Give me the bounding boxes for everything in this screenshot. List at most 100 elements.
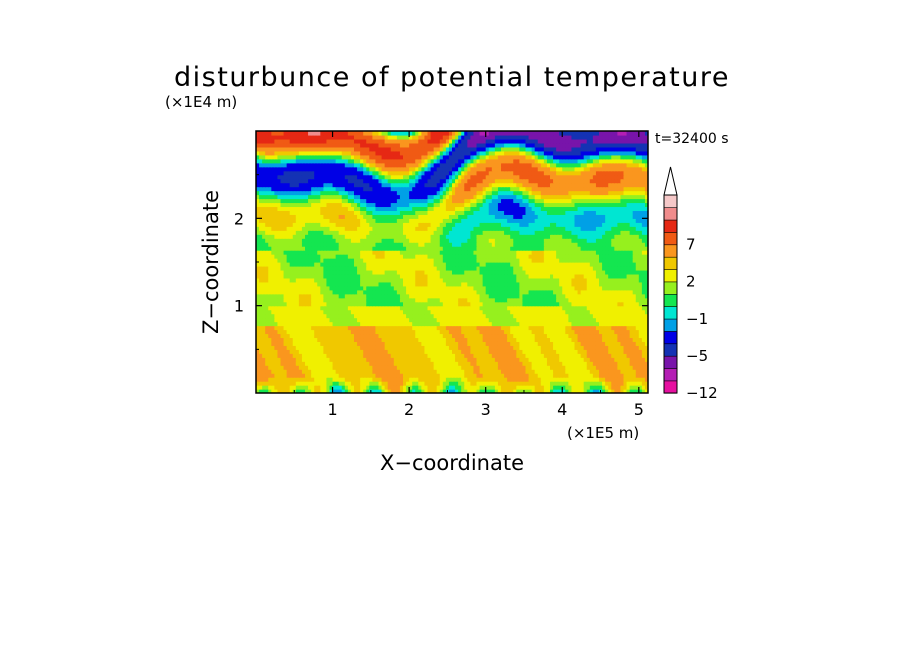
heatmap-cell bbox=[476, 273, 481, 279]
heatmap-cell bbox=[491, 246, 496, 251]
heatmap-cell bbox=[378, 258, 383, 263]
heatmap-cell bbox=[442, 373, 447, 378]
heatmap-cell bbox=[595, 377, 600, 382]
heatmap-cell bbox=[399, 301, 404, 307]
heatmap-cell bbox=[592, 285, 597, 291]
heatmap-cell bbox=[458, 333, 462, 339]
heatmap-cell bbox=[488, 281, 493, 287]
heatmap-cell bbox=[491, 333, 496, 339]
heatmap-cell bbox=[550, 353, 554, 358]
heatmap-cell bbox=[317, 341, 321, 346]
heatmap-cell bbox=[286, 361, 291, 366]
heatmap-cell bbox=[623, 238, 628, 243]
heatmap-cell bbox=[347, 357, 352, 362]
heatmap-cell bbox=[286, 373, 291, 378]
heatmap-cell bbox=[562, 265, 566, 271]
heatmap-cell bbox=[452, 317, 456, 323]
heatmap-cell bbox=[501, 373, 505, 378]
heatmap-cell bbox=[525, 293, 530, 299]
heatmap-cell bbox=[298, 385, 303, 390]
heatmap-cell bbox=[519, 289, 524, 295]
heatmap-cell bbox=[305, 317, 309, 323]
heatmap-cell bbox=[543, 361, 548, 366]
heatmap-cell bbox=[485, 254, 490, 259]
heatmap-cell bbox=[497, 325, 502, 331]
heatmap-cell bbox=[412, 238, 416, 243]
heatmap-cell bbox=[605, 329, 609, 335]
heatmap-cell bbox=[436, 269, 441, 275]
heatmap-cell bbox=[357, 242, 361, 247]
heatmap-cell bbox=[292, 246, 297, 251]
heatmap-cell bbox=[314, 309, 318, 315]
heatmap-cell bbox=[295, 254, 300, 259]
heatmap-cell bbox=[436, 373, 441, 378]
heatmap-cell bbox=[292, 361, 297, 366]
heatmap-cell bbox=[546, 309, 551, 315]
heatmap-cell bbox=[602, 353, 606, 358]
heatmap-cell bbox=[513, 345, 517, 350]
heatmap-cell bbox=[562, 297, 566, 303]
heatmap-cell bbox=[344, 381, 349, 386]
heatmap-cell bbox=[461, 309, 465, 315]
heatmap-cell bbox=[283, 317, 288, 323]
heatmap-cell bbox=[403, 242, 407, 247]
heatmap-cell bbox=[418, 385, 422, 390]
heatmap-cell bbox=[592, 389, 597, 393]
heatmap-cell bbox=[338, 301, 343, 307]
heatmap-cell bbox=[259, 337, 263, 342]
heatmap-cell bbox=[531, 381, 536, 386]
heatmap-cell bbox=[390, 329, 395, 335]
heatmap-cell bbox=[399, 309, 404, 315]
heatmap-cell bbox=[439, 349, 444, 354]
heatmap-cell bbox=[448, 325, 453, 331]
heatmap-cell bbox=[455, 265, 459, 271]
heatmap-cell bbox=[513, 357, 517, 362]
heatmap-cell bbox=[464, 341, 468, 346]
heatmap-cell bbox=[605, 377, 609, 382]
heatmap-cell bbox=[641, 369, 646, 374]
heatmap-cell bbox=[470, 258, 475, 263]
heatmap-cell bbox=[393, 365, 398, 370]
heatmap-cell bbox=[415, 281, 419, 287]
heatmap-cell bbox=[314, 341, 318, 346]
heatmap-cell bbox=[543, 309, 548, 315]
heatmap-cell bbox=[418, 289, 422, 295]
heatmap-cell bbox=[424, 317, 429, 323]
heatmap-cell bbox=[277, 333, 282, 339]
heatmap-cell bbox=[497, 305, 502, 311]
heatmap-cell bbox=[568, 345, 573, 350]
heatmap-cell bbox=[433, 262, 438, 267]
heatmap-cell bbox=[602, 345, 606, 350]
heatmap-cell bbox=[589, 246, 594, 251]
heatmap-cell bbox=[608, 238, 612, 243]
heatmap-cell bbox=[409, 357, 413, 362]
heatmap-cell bbox=[641, 337, 646, 342]
heatmap-cell bbox=[369, 373, 373, 378]
heatmap-cell bbox=[608, 277, 612, 283]
heatmap-cell bbox=[338, 258, 343, 263]
heatmap-cell bbox=[277, 250, 282, 255]
heatmap-cell bbox=[381, 277, 386, 283]
heatmap-cell bbox=[556, 325, 560, 331]
heatmap-cell bbox=[323, 385, 328, 390]
heatmap-cell bbox=[256, 373, 260, 378]
heatmap-cell bbox=[550, 281, 554, 287]
heatmap-cell bbox=[256, 273, 260, 279]
heatmap-cell bbox=[271, 349, 275, 354]
heatmap-cell bbox=[283, 254, 288, 259]
heatmap-cell bbox=[599, 321, 603, 327]
heatmap-cell bbox=[317, 333, 321, 339]
heatmap-cell bbox=[357, 265, 361, 271]
heatmap-cell bbox=[528, 337, 533, 342]
heatmap-cell bbox=[540, 269, 545, 275]
heatmap-cell bbox=[599, 317, 603, 323]
heatmap-cell bbox=[595, 313, 600, 319]
heatmap-cell bbox=[421, 265, 426, 271]
heatmap-cell bbox=[366, 262, 370, 267]
heatmap-cell bbox=[277, 254, 282, 259]
heatmap-cell bbox=[516, 313, 520, 319]
heatmap-cell bbox=[632, 305, 637, 311]
heatmap-cell bbox=[308, 325, 312, 331]
heatmap-cell bbox=[280, 325, 285, 331]
heatmap-cell bbox=[268, 250, 272, 255]
